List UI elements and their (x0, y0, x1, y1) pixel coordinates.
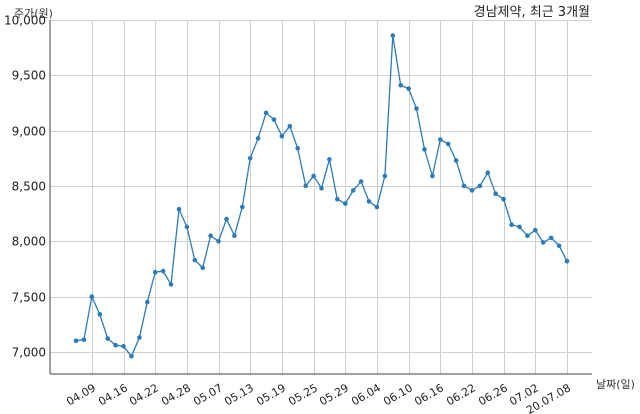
x-tick-label: 06.10 (381, 381, 415, 408)
y-tick-label: 9,000 (12, 125, 46, 139)
data-point (343, 201, 348, 206)
x-tick-labels: 04.0904.1604.2204.2805.0705.1305.1905.25… (64, 381, 573, 414)
data-point (279, 133, 285, 139)
data-point (287, 123, 293, 129)
data-point (374, 204, 380, 210)
x-tick-label: 05.25 (286, 381, 320, 408)
data-point (414, 106, 419, 111)
data-point (319, 185, 324, 191)
data-point (358, 179, 364, 184)
x-tick-label: 04.16 (96, 381, 130, 408)
data-point (493, 191, 499, 196)
data-point (263, 110, 269, 116)
y-axis-title: 주가(원) (14, 7, 53, 20)
grid-layer (50, 20, 592, 374)
x-tick-label: 06.04 (349, 381, 383, 408)
x-tick-label: 05.19 (254, 381, 288, 408)
series-line (75, 35, 568, 358)
data-point (121, 344, 126, 349)
data-point (129, 354, 134, 359)
data-point (469, 188, 475, 193)
x-tick-label: 05.07 (191, 381, 225, 408)
x-tick-label: 06.16 (412, 381, 446, 408)
data-point (295, 146, 301, 151)
data-point (216, 239, 221, 244)
data-point (445, 141, 451, 147)
data-point (311, 173, 316, 179)
data-point (540, 240, 546, 245)
data-point (255, 136, 261, 141)
data-point (224, 216, 229, 222)
data-point (438, 137, 443, 142)
y-tick-label: 7,000 (12, 346, 46, 360)
y-tick-labels: 7,000 7,500 8,000 8,500 9,000 9,500 10,000 (4, 14, 46, 360)
data-point (406, 86, 411, 91)
x-tick-label: 04.28 (159, 381, 193, 408)
data-point (73, 338, 79, 344)
y-tick-label: 10,000 (4, 14, 46, 28)
data-point (390, 33, 396, 38)
data-point (137, 335, 142, 340)
data-point (366, 199, 372, 204)
data-point (485, 170, 491, 175)
data-point (247, 156, 253, 161)
data-point (350, 188, 356, 193)
data-point (556, 243, 562, 248)
x-tick-label: 06.22 (444, 381, 478, 408)
data-point (327, 157, 332, 162)
data-point (501, 196, 506, 202)
data-point (517, 224, 522, 230)
x-tick-label: 05.13 (222, 381, 256, 408)
data-point (168, 282, 174, 287)
data-point (232, 233, 237, 238)
chart-title: 경남제약, 최근 3개월 (474, 5, 590, 20)
data-point (303, 183, 309, 189)
data-point (89, 294, 95, 299)
data-point (113, 342, 118, 348)
data-point (200, 265, 205, 271)
data-point (461, 183, 467, 189)
data-point (430, 173, 435, 179)
y-tick-label: 8,000 (12, 235, 46, 249)
data-point (176, 206, 182, 212)
data-point (509, 222, 514, 227)
data-point (477, 183, 483, 189)
x-tick-label: 06.26 (476, 381, 510, 408)
series-layer (73, 33, 570, 359)
data-point (271, 117, 277, 122)
data-point (240, 204, 245, 210)
data-point (145, 299, 150, 305)
data-point (105, 336, 110, 341)
x-axis-title: 날짜(일) (596, 377, 635, 391)
data-point (564, 258, 570, 264)
data-point (453, 158, 459, 163)
y-tick-label: 7,500 (12, 291, 46, 305)
data-point (422, 147, 427, 152)
x-tick-label: 04.22 (127, 381, 161, 408)
data-point (184, 224, 190, 230)
data-point (97, 312, 103, 317)
y-tick-label: 8,500 (12, 180, 46, 194)
data-point (81, 337, 87, 343)
x-tick-label: 05.29 (317, 381, 351, 408)
data-point (152, 269, 158, 275)
data-point (160, 268, 166, 274)
data-point (533, 227, 538, 233)
data-point (208, 233, 213, 238)
data-point (335, 196, 340, 202)
data-point (398, 83, 404, 88)
data-point (525, 233, 530, 238)
data-point (382, 173, 388, 179)
y-tick-label: 9,500 (12, 69, 46, 83)
axis-layer (49, 20, 592, 375)
x-tick-label: 04.09 (64, 381, 98, 408)
data-point (192, 257, 198, 263)
data-point (548, 235, 554, 241)
